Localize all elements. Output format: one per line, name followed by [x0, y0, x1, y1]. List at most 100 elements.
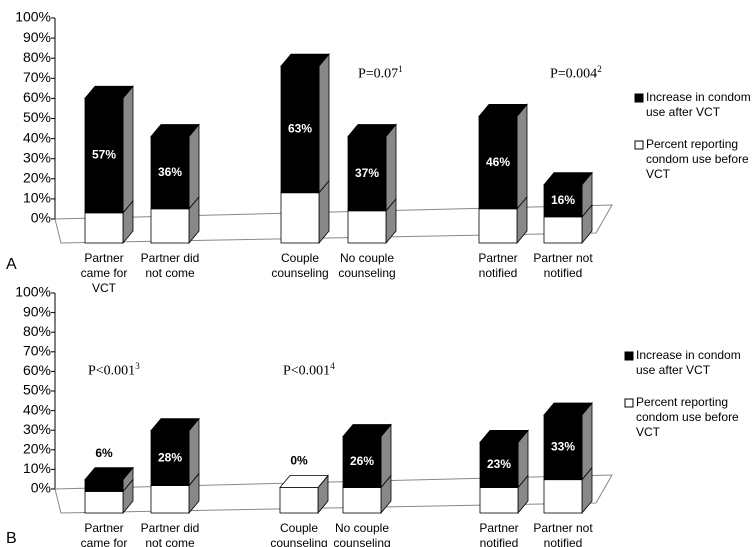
y-tick-label: 80% [23, 323, 51, 339]
bar [543, 479, 583, 514]
floor [54, 474, 613, 514]
bar-side [188, 123, 200, 210]
x-tick-label: Couple counseling [270, 521, 328, 547]
value-label: 46% [486, 155, 510, 169]
value-label: 6% [95, 446, 113, 460]
annotation: P=0.071 [358, 64, 403, 83]
bar-top [84, 467, 134, 481]
annotation-superscript: 4 [330, 361, 335, 371]
bar [342, 436, 382, 488]
legend-label: Percent reporting condom use before VCT [636, 395, 739, 439]
bar-side [385, 123, 397, 212]
x-tick-label: Partner notified [478, 251, 518, 280]
bar [150, 208, 190, 244]
x-tick-label: Partner came for VCT [80, 251, 128, 295]
bar [279, 487, 319, 514]
bar [479, 487, 519, 514]
y-tick-label: 10% [23, 460, 51, 476]
value-label: 0% [290, 454, 308, 468]
y-tick-label: 30% [23, 421, 51, 437]
bar-side [516, 103, 528, 210]
legend-swatch [634, 93, 644, 103]
bar-side [122, 85, 134, 214]
bar-top [280, 53, 330, 67]
bar-side [318, 53, 330, 194]
legend-swatch [624, 398, 634, 408]
y-tick-label: 30% [23, 149, 51, 165]
value-label: 26% [350, 454, 374, 468]
value-label: 57% [92, 148, 116, 162]
x-tick-label: Partner not notified [533, 251, 593, 280]
legend-label: Increase in condom use after VCT [636, 348, 741, 377]
bar-top [543, 402, 593, 416]
x-tick-label: No couple counseling [338, 251, 396, 280]
bar-top [150, 124, 200, 137]
annotation: P=0.0042 [550, 64, 602, 83]
y-tick-label: 70% [23, 69, 51, 85]
x-tick-label: Partner did not come [140, 251, 200, 280]
panel-label: B [6, 530, 17, 547]
x-tick-label: Couple counseling [271, 251, 329, 280]
value-label: 16% [551, 193, 575, 207]
annotation-text: P=0.07 [358, 66, 399, 82]
bar-top [478, 103, 528, 117]
x-tick-label: Partner not notified [533, 521, 593, 547]
bar [479, 442, 519, 488]
bar [478, 115, 518, 210]
annotation-text: P=0.004 [550, 66, 598, 82]
value-label: 63% [288, 122, 312, 136]
y-tick-label: 60% [23, 89, 51, 105]
y-tick-label: 0% [31, 480, 51, 496]
y-tick-label: 40% [23, 401, 51, 417]
floor [54, 204, 613, 244]
annotation-superscript: 3 [135, 361, 140, 371]
y-tick-label: 60% [23, 362, 51, 378]
y-tick-label: 0% [31, 210, 51, 226]
bar-top [150, 418, 200, 432]
x-tick-label: Partner came for VCT [80, 521, 128, 547]
bar [347, 136, 387, 212]
annotation-text: P<0.001 [88, 363, 136, 379]
bar-top [84, 85, 134, 99]
y-tick-label: 50% [23, 109, 51, 125]
bar [84, 479, 124, 492]
y-tick-label: 50% [23, 382, 51, 398]
value-label: 37% [355, 166, 379, 180]
value-label: 36% [158, 165, 182, 179]
bar [84, 212, 124, 244]
bar-top [342, 424, 392, 437]
bar-side [581, 401, 593, 481]
bar-top [479, 430, 529, 443]
value-label: 33% [551, 440, 575, 454]
value-label: 23% [487, 457, 511, 471]
x-tick-label: Partner did not come [140, 521, 200, 547]
bar-top [543, 172, 593, 186]
bar [342, 487, 382, 514]
bar [280, 65, 320, 194]
bar [150, 136, 190, 210]
legend-swatch [624, 351, 634, 361]
bar [84, 491, 124, 514]
bar [280, 192, 320, 244]
annotation-superscript: 1 [398, 64, 403, 74]
legend-swatch [634, 140, 644, 150]
legend-label: Increase in condom use after VCT [646, 90, 751, 119]
y-tick-label: 90% [23, 29, 51, 45]
bar [543, 184, 583, 218]
x-tick-label: Partner notified [479, 521, 519, 547]
legend-label: Percent reporting condom use before VCT [646, 137, 749, 181]
bar-top [347, 124, 397, 137]
annotation-superscript: 2 [597, 64, 602, 74]
bar [347, 210, 387, 244]
bar [150, 485, 190, 514]
y-tick-label: 20% [23, 170, 51, 186]
y-tick-label: 70% [23, 343, 51, 359]
y-tick-label: 100% [15, 9, 51, 25]
y-tick-label: 20% [23, 441, 51, 457]
y-tick-label: 90% [23, 303, 51, 319]
y-tick-label: 100% [15, 284, 51, 300]
value-label: 28% [158, 450, 182, 464]
x-tick-label: No couple counseling [333, 521, 391, 547]
